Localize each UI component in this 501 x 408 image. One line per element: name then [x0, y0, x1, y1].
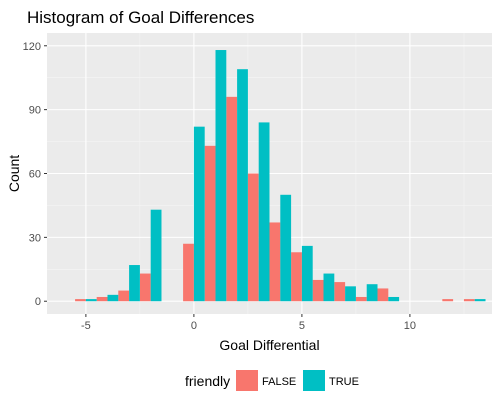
y-tick-label: 90	[29, 105, 41, 117]
bar-true--4	[107, 294, 119, 302]
bar-false-0	[183, 243, 194, 302]
bar-true-1	[215, 50, 227, 302]
bar-false--3	[118, 290, 130, 302]
legend-label-true: TRUE	[329, 376, 359, 388]
legend-label-false: FALSE	[262, 376, 296, 388]
bar-false-7	[334, 282, 346, 302]
chart-title: Histogram of Goal Differences	[27, 8, 254, 27]
bar-false-13	[463, 299, 475, 302]
bar-false-12	[442, 299, 454, 302]
x-axis-title: Goal Differential	[219, 337, 319, 353]
y-tick-label: 30	[29, 232, 41, 244]
legend-key-true	[303, 370, 325, 391]
bar-true--3	[129, 265, 140, 302]
legend: friendly FALSE TRUE	[185, 370, 359, 391]
bar-false--4	[96, 296, 108, 302]
y-tick-label: 120	[23, 41, 41, 53]
y-axis-title: Count	[6, 155, 22, 192]
x-tick-label: 5	[299, 320, 305, 332]
bar-false--5	[75, 299, 86, 302]
bar-false-1	[204, 145, 216, 302]
bar-false-2	[226, 96, 238, 302]
bar-false-8	[355, 296, 367, 302]
bar-true-4	[280, 194, 292, 302]
bar-true-13	[474, 299, 486, 302]
bar-true-3	[258, 122, 270, 302]
bar-true-2	[237, 69, 248, 302]
legend-key-false	[236, 370, 258, 391]
x-axis-ticks: -5 0 5 10	[81, 314, 416, 332]
bar-false-9	[377, 288, 389, 302]
bar-false-3	[247, 173, 259, 302]
bar-true-8	[366, 284, 378, 302]
bar-true-9	[388, 296, 400, 302]
bar-true-7	[345, 286, 356, 302]
y-axis-ticks: 0 30 60 90 120	[23, 41, 47, 308]
x-tick-label: -5	[81, 320, 91, 332]
bar-true--2	[150, 209, 162, 302]
x-tick-label: 10	[404, 320, 416, 332]
bar-true--5	[85, 299, 97, 302]
x-tick-label: 0	[191, 320, 197, 332]
legend-title: friendly	[185, 373, 230, 389]
y-tick-label: 60	[29, 169, 41, 181]
bar-false-6	[312, 279, 324, 302]
histogram-bars	[75, 50, 486, 302]
bar-true-5	[301, 245, 313, 302]
bar-false-4	[269, 222, 281, 302]
y-tick-label: 0	[35, 296, 41, 308]
bar-true-0	[193, 126, 205, 302]
bar-false-5	[291, 252, 302, 302]
bar-false--2	[139, 273, 151, 302]
bar-true-6	[323, 273, 335, 302]
